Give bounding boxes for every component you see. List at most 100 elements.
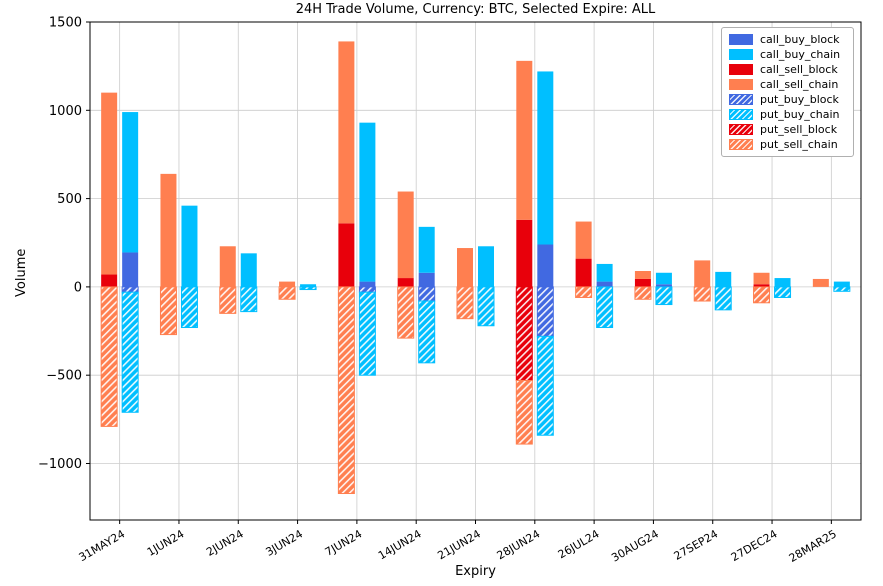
- chart-title: 24H Trade Volume, Currency: BTC, Selecte…: [295, 2, 656, 17]
- bar-call_sell_chain: [634, 271, 651, 279]
- legend-swatch: [729, 94, 753, 105]
- legend-label: put_sell_chain: [760, 138, 838, 151]
- bar-call_sell_block: [516, 219, 533, 287]
- bar-put_buy_block: [358, 286, 376, 293]
- bar-call_sell_block: [634, 278, 651, 287]
- bar-call_buy_chain: [122, 112, 139, 253]
- legend-label: call_sell_chain: [760, 78, 839, 91]
- bar-call_sell_chain: [219, 246, 236, 287]
- bar-call_sell_block: [338, 223, 355, 287]
- legend-item-call_buy_chain: call_buy_chain: [729, 48, 846, 61]
- bar-call_sell_block: [753, 284, 770, 287]
- bar-call_buy_chain: [478, 246, 494, 287]
- x-tick-label: 28MAR25: [787, 527, 839, 565]
- bar-put_buy_chain: [536, 335, 554, 436]
- y-tick-label: 0: [74, 280, 82, 295]
- bar-put_buy_chain: [418, 300, 436, 364]
- bar-put_sell_chain: [515, 379, 533, 445]
- x-tick-label: 7JUN24: [323, 527, 365, 559]
- bar-call_buy_chain: [359, 122, 376, 282]
- bar-put_sell_chain: [219, 286, 237, 314]
- bar-call_sell_chain: [812, 278, 829, 287]
- bar-call_buy_chain: [833, 281, 850, 287]
- bar-put_sell_chain: [634, 286, 652, 300]
- legend-label: call_buy_block: [760, 33, 840, 46]
- bar-put_buy_block: [418, 286, 436, 302]
- legend-swatch: [729, 49, 753, 60]
- bar-call_sell_chain: [575, 221, 592, 259]
- x-tick-label: 21JUN24: [435, 527, 483, 562]
- bar-put_sell_block: [515, 286, 533, 381]
- x-tick-label: 3JUN24: [263, 527, 305, 559]
- y-tick-label: 500: [57, 192, 82, 207]
- bar-put_sell_chain: [337, 286, 355, 495]
- bar-put_sell_chain: [693, 286, 711, 302]
- y-tick-label: 1500: [49, 16, 82, 31]
- x-tick-label: 2JUN24: [204, 527, 246, 559]
- legend-item-call_sell_chain: call_sell_chain: [729, 78, 846, 91]
- bar-call_buy_chain: [596, 263, 613, 282]
- bar-put_buy_chain: [833, 286, 851, 292]
- bar-put_sell_chain: [278, 286, 296, 300]
- legend-label: call_sell_block: [760, 63, 838, 76]
- bar-call_buy_chain: [537, 71, 554, 245]
- legend-swatch: [729, 109, 753, 120]
- bar-call_sell_chain: [457, 248, 473, 287]
- bar-put_buy_chain: [299, 286, 317, 291]
- bar-put_buy_block: [121, 286, 139, 293]
- bar-put_buy_chain: [240, 286, 258, 313]
- legend: call_buy_block call_buy_chain call_sell_bl…: [721, 27, 854, 157]
- bar-call_buy_chain: [774, 278, 791, 287]
- bar-put_buy_chain: [655, 286, 673, 306]
- bar-call_buy_chain: [655, 272, 672, 285]
- x-tick-label: 26JUL24: [556, 527, 602, 561]
- legend-item-put_buy_chain: put_buy_chain: [729, 108, 846, 121]
- bar-put_sell_chain: [753, 286, 771, 304]
- bar-put_sell_chain: [159, 286, 177, 336]
- legend-label: call_buy_chain: [760, 48, 841, 61]
- y-tick-label: −500: [46, 369, 82, 384]
- bar-call_sell_chain: [338, 41, 355, 224]
- x-tick-label: 28JUN24: [495, 527, 543, 562]
- bar-put_buy_chain: [477, 286, 495, 327]
- legend-swatch: [729, 124, 753, 135]
- x-tick-label: 27SEP24: [672, 527, 721, 563]
- bar-call_buy_block: [418, 272, 435, 287]
- legend-label: put_buy_chain: [760, 108, 840, 121]
- bar-call_sell_block: [575, 258, 592, 287]
- legend-swatch: [729, 139, 753, 150]
- bar-put_buy_chain: [714, 286, 732, 311]
- bar-put_sell_chain: [100, 286, 118, 427]
- bar-call_sell_chain: [753, 272, 770, 285]
- bar-call_buy_chain: [715, 271, 732, 287]
- bar-call_sell_block: [101, 274, 118, 287]
- bar-call_buy_chain: [181, 205, 198, 287]
- bar-call_sell_chain: [694, 260, 711, 287]
- bar-put_buy_chain: [121, 291, 139, 413]
- bar-call_sell_chain: [516, 60, 533, 220]
- legend-item-put_buy_block: put_buy_block: [729, 93, 846, 106]
- bar-put_buy_chain: [180, 286, 198, 329]
- bar-call_sell_block: [397, 278, 414, 287]
- bar-call_sell_chain: [101, 92, 118, 275]
- x-axis-label: Expiry: [455, 564, 496, 579]
- bar-call_sell_chain: [397, 191, 414, 279]
- bar-put_sell_chain: [456, 286, 474, 320]
- x-tick-label: 30AUG24: [609, 527, 661, 564]
- legend-swatch: [729, 34, 753, 45]
- bar-call_buy_block: [596, 281, 613, 287]
- bar-put_buy_chain: [774, 286, 792, 298]
- bar-call_buy_block: [122, 252, 139, 287]
- legend-swatch: [729, 64, 753, 75]
- bar-put_sell_chain: [575, 286, 593, 298]
- legend-item-put_sell_chain: put_sell_chain: [729, 138, 846, 151]
- legend-item-put_sell_block: put_sell_block: [729, 123, 846, 136]
- x-tick-label: 27DEC24: [729, 527, 780, 564]
- legend-swatch: [729, 79, 753, 90]
- bars-layer: [100, 41, 851, 495]
- x-tick-label: 14JUN24: [376, 527, 424, 562]
- y-tick-label: 1000: [49, 104, 82, 119]
- bar-put_buy_block: [536, 286, 554, 337]
